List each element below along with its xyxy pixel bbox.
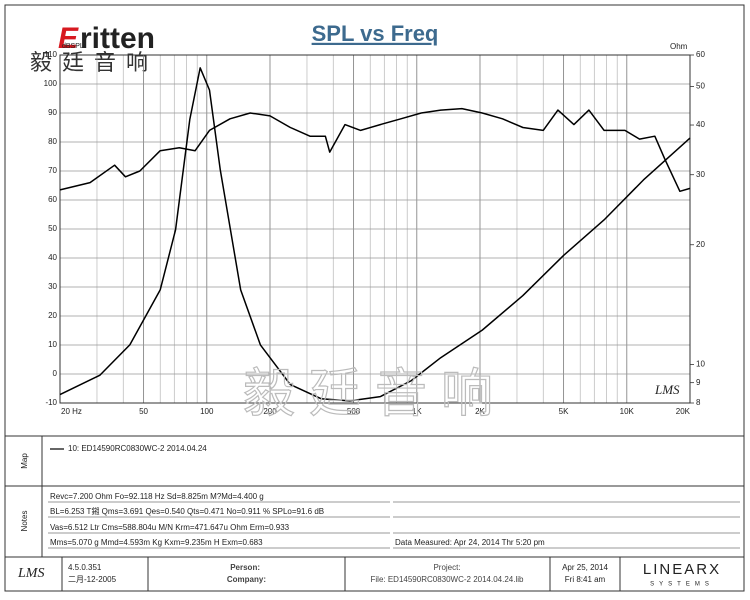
y-tick-label: 60 bbox=[48, 195, 57, 204]
version-date: 二月-12-2005 bbox=[68, 575, 117, 584]
legend-entry: 10: ED14590RC0830WC-2 2014.04.24 bbox=[68, 444, 207, 453]
x-tick-label: 1K bbox=[412, 407, 422, 416]
y2-tick-label: 40 bbox=[696, 120, 705, 129]
logo-initial: E bbox=[58, 22, 79, 55]
y-tick-label: 110 bbox=[44, 50, 57, 59]
company-label: Company: bbox=[227, 575, 266, 584]
x-tick-label: 500 bbox=[347, 407, 361, 416]
time: Fri 8:41 am bbox=[565, 575, 606, 584]
y-tick-label: 90 bbox=[48, 108, 57, 117]
x-tick-label: 5K bbox=[559, 407, 569, 416]
note-line: Data Measured: Apr 24, 2014 Thr 5:20 pm bbox=[395, 538, 545, 547]
y-axis-label: dBSPL bbox=[62, 43, 84, 50]
footer-logo: LMS bbox=[17, 566, 44, 581]
y-tick-label: 20 bbox=[48, 311, 57, 320]
y-tick-label: 100 bbox=[44, 79, 58, 88]
note-line: Revc=7.200 Ohm Fo=92.118 Hz Sd=8.825m M?… bbox=[50, 492, 264, 501]
x-tick-label: 50 bbox=[139, 407, 148, 416]
y-tick-label: 80 bbox=[48, 137, 57, 146]
y2-tick-label: 50 bbox=[696, 82, 705, 91]
file-name: File: ED14590RC0830WC-2 2014.04.24.lib bbox=[371, 575, 525, 584]
y2-tick-label: 20 bbox=[696, 240, 705, 249]
y-tick-label: 70 bbox=[48, 166, 57, 175]
section-label: Map bbox=[20, 453, 29, 469]
x-tick-label: 2K bbox=[475, 407, 485, 416]
y2-tick-label: 8 bbox=[696, 398, 701, 407]
brand-sub: SYSTEMS bbox=[650, 582, 714, 588]
project-label: Project: bbox=[433, 563, 460, 572]
y-tick-label: 10 bbox=[48, 340, 57, 349]
y2-tick-label: 9 bbox=[696, 378, 701, 387]
brand: LINEARX bbox=[643, 561, 721, 578]
note-line: BL=6.253 T鎺 Qms=3.691 Qes=0.540 Qts=0.47… bbox=[50, 506, 324, 516]
y2-axis-label: Ohm bbox=[670, 42, 688, 51]
x-tick-label: 10K bbox=[620, 407, 635, 416]
person-label: Person: bbox=[230, 563, 260, 572]
y-tick-label: 0 bbox=[53, 369, 58, 378]
y-tick-label: -10 bbox=[45, 398, 57, 407]
x-tick-label: 20K bbox=[676, 407, 691, 416]
y2-tick-label: 60 bbox=[696, 50, 705, 59]
note-line: Mms=5.070 g Mmd=4.593m Kg Kxm=9.235m H E… bbox=[50, 538, 263, 547]
date: Apr 25, 2014 bbox=[562, 563, 608, 572]
y-tick-label: 30 bbox=[48, 282, 57, 291]
x-tick-label: 20 Hz bbox=[61, 407, 82, 416]
notes-lines bbox=[48, 501, 740, 549]
frame bbox=[4, 4, 745, 592]
plot-badge: LMS bbox=[654, 382, 680, 397]
plot-frame bbox=[59, 54, 691, 404]
logo-subtitle: 毅廷音响 bbox=[30, 50, 158, 75]
x-tick-label: 200 bbox=[263, 407, 277, 416]
chart-title: SPL vs Freq bbox=[312, 21, 439, 46]
note-line: Vas=6.512 Ltr Cms=588.804u M/N Krm=471.6… bbox=[50, 523, 290, 532]
plot: 20 Hz 50 100 200 500 1K 2K 5K 10K 20K -10 0 10 20 30 40… bbox=[44, 50, 706, 416]
y2-tick-label: 30 bbox=[696, 170, 705, 179]
x-tick-label: 100 bbox=[200, 407, 214, 416]
y2-tick-label: 10 bbox=[696, 360, 705, 369]
logo-name: ritten bbox=[80, 22, 155, 55]
watermark: 毅廷音响 bbox=[243, 366, 507, 424]
y-tick-label: 40 bbox=[48, 253, 57, 262]
version: 4.5.0.351 bbox=[68, 563, 102, 572]
series-line bbox=[59, 107, 691, 193]
series-line bbox=[59, 67, 691, 402]
y-tick-label: 50 bbox=[48, 224, 57, 233]
section-label: Notes bbox=[20, 511, 29, 532]
